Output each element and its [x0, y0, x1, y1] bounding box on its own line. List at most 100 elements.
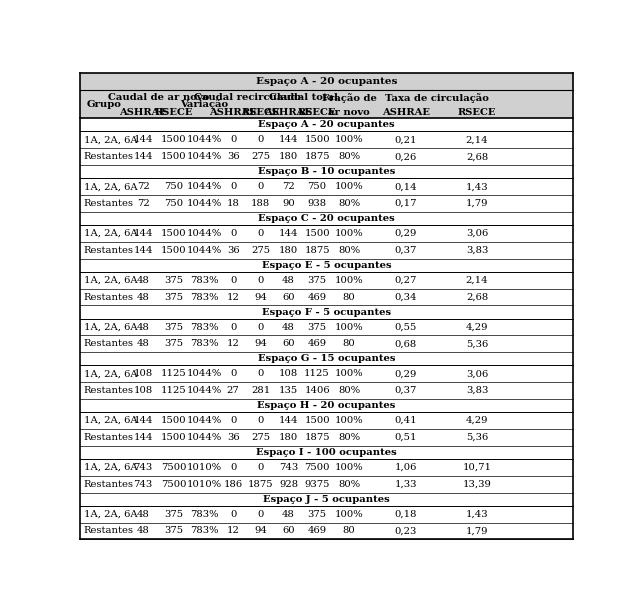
Text: 3,06: 3,06 — [466, 369, 488, 378]
Text: 2,14: 2,14 — [466, 135, 489, 144]
Text: 94: 94 — [254, 339, 268, 348]
Text: 1A, 2A, 6A: 1A, 2A, 6A — [83, 229, 137, 238]
Text: 135: 135 — [279, 386, 298, 395]
Text: 0,23: 0,23 — [395, 527, 417, 536]
Text: 48: 48 — [136, 293, 150, 302]
Text: 60: 60 — [282, 339, 295, 348]
Text: 0: 0 — [257, 276, 264, 285]
Text: 1044%: 1044% — [187, 369, 222, 378]
Text: 1,79: 1,79 — [466, 527, 489, 536]
Text: 375: 375 — [308, 510, 327, 519]
Text: 0,27: 0,27 — [395, 276, 417, 285]
Text: 0,37: 0,37 — [395, 386, 417, 395]
Text: 0: 0 — [230, 510, 236, 519]
Text: 80%: 80% — [338, 433, 361, 442]
Text: Restantes: Restantes — [83, 293, 134, 302]
Text: 180: 180 — [279, 433, 298, 442]
Text: 144: 144 — [133, 152, 153, 161]
Text: 0: 0 — [230, 229, 236, 238]
Text: 144: 144 — [133, 135, 153, 144]
Text: 783%: 783% — [190, 322, 218, 331]
Text: 1500: 1500 — [161, 152, 187, 161]
Text: 7500: 7500 — [304, 463, 330, 472]
Text: 108: 108 — [279, 369, 298, 378]
Text: 186: 186 — [224, 480, 243, 488]
Text: 1125: 1125 — [304, 369, 330, 378]
Text: 100%: 100% — [335, 416, 364, 425]
Text: 743: 743 — [133, 463, 153, 472]
Text: 100%: 100% — [335, 276, 364, 285]
Text: 375: 375 — [164, 322, 183, 331]
Text: 1500: 1500 — [161, 246, 187, 255]
Text: 375: 375 — [164, 527, 183, 536]
Text: 2,68: 2,68 — [466, 152, 488, 161]
Text: 1875: 1875 — [304, 246, 330, 255]
Text: 94: 94 — [254, 527, 268, 536]
Text: 180: 180 — [279, 246, 298, 255]
Text: 36: 36 — [227, 152, 240, 161]
Text: 1,79: 1,79 — [466, 199, 489, 208]
Text: 80: 80 — [343, 293, 355, 302]
Text: 1A, 2A, 6A: 1A, 2A, 6A — [83, 463, 137, 472]
Text: 2,14: 2,14 — [466, 276, 489, 285]
Text: 0,17: 0,17 — [395, 199, 417, 208]
Text: 275: 275 — [251, 246, 270, 255]
Text: 281: 281 — [251, 386, 271, 395]
Text: 7500: 7500 — [161, 480, 187, 488]
Text: Restantes: Restantes — [83, 339, 134, 348]
Text: 1A, 2A, 6A: 1A, 2A, 6A — [83, 276, 137, 285]
Text: Caudal total: Caudal total — [269, 93, 338, 102]
Text: 1A, 2A, 6A: 1A, 2A, 6A — [83, 510, 137, 519]
Text: 5,36: 5,36 — [466, 433, 488, 442]
Text: Restantes: Restantes — [83, 152, 134, 161]
Text: ASHRAE: ASHRAE — [382, 108, 430, 117]
Text: 9375: 9375 — [304, 480, 330, 488]
Text: 0: 0 — [257, 510, 264, 519]
Text: 1044%: 1044% — [187, 182, 222, 191]
Text: 188: 188 — [251, 199, 271, 208]
Text: 0,29: 0,29 — [395, 369, 417, 378]
Bar — [80, 90, 573, 118]
Text: 3,06: 3,06 — [466, 229, 488, 238]
Text: 12: 12 — [227, 527, 240, 536]
Text: RSECE: RSECE — [458, 108, 496, 117]
Text: 375: 375 — [164, 510, 183, 519]
Text: 72: 72 — [282, 182, 295, 191]
Text: 48: 48 — [282, 276, 295, 285]
Text: Espaço G - 15 ocupantes: Espaço G - 15 ocupantes — [258, 355, 395, 364]
Text: Espaço C - 20 ocupantes: Espaço C - 20 ocupantes — [258, 214, 395, 223]
Text: 1,43: 1,43 — [466, 510, 489, 519]
Text: 750: 750 — [164, 182, 183, 191]
Text: 144: 144 — [279, 229, 298, 238]
Text: 108: 108 — [133, 369, 153, 378]
Text: 144: 144 — [133, 229, 153, 238]
Text: 0: 0 — [257, 463, 264, 472]
Text: 0: 0 — [257, 369, 264, 378]
Text: 1044%: 1044% — [187, 199, 222, 208]
Text: RSECE: RSECE — [155, 108, 193, 117]
Text: 938: 938 — [308, 199, 327, 208]
Text: 0,34: 0,34 — [395, 293, 417, 302]
Text: 144: 144 — [133, 246, 153, 255]
Text: 1125: 1125 — [161, 386, 187, 395]
Text: 18: 18 — [227, 199, 240, 208]
Text: 783%: 783% — [190, 527, 218, 536]
Text: 72: 72 — [137, 199, 150, 208]
Text: 375: 375 — [164, 276, 183, 285]
Text: 1044%: 1044% — [187, 433, 222, 442]
Text: 80%: 80% — [338, 152, 361, 161]
Text: Espaço J - 5 ocupantes: Espaço J - 5 ocupantes — [263, 494, 390, 504]
Bar — [80, 73, 573, 90]
Text: 1010%: 1010% — [187, 463, 222, 472]
Text: Taxa de circulação: Taxa de circulação — [385, 93, 489, 103]
Text: 0: 0 — [230, 135, 236, 144]
Text: 1A, 2A, 6A: 1A, 2A, 6A — [83, 322, 137, 331]
Text: 80%: 80% — [338, 199, 361, 208]
Text: 72: 72 — [137, 182, 150, 191]
Text: 1500: 1500 — [161, 416, 187, 425]
Text: 1044%: 1044% — [187, 229, 222, 238]
Text: 100%: 100% — [335, 135, 364, 144]
Text: 36: 36 — [227, 433, 240, 442]
Text: 2,68: 2,68 — [466, 293, 488, 302]
Text: 0: 0 — [230, 416, 236, 425]
